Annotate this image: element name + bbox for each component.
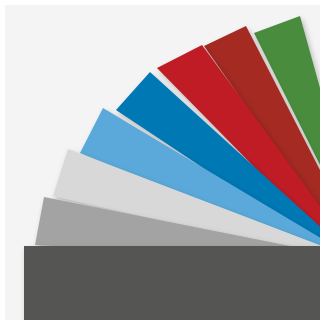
- swatch-card-light-blue: [80, 108, 320, 250]
- swatch-card-dark-red: [204, 26, 320, 211]
- swatch-cards: [24, 16, 320, 320]
- swatch-card-green: [254, 16, 320, 165]
- swatch-card-blue: [116, 72, 320, 246]
- swatch-card-charcoal: [24, 246, 320, 320]
- swatch-card-light-gray: [53, 149, 320, 256]
- swatch-card-red: [157, 45, 320, 234]
- swatch-card-gray: [35, 197, 320, 262]
